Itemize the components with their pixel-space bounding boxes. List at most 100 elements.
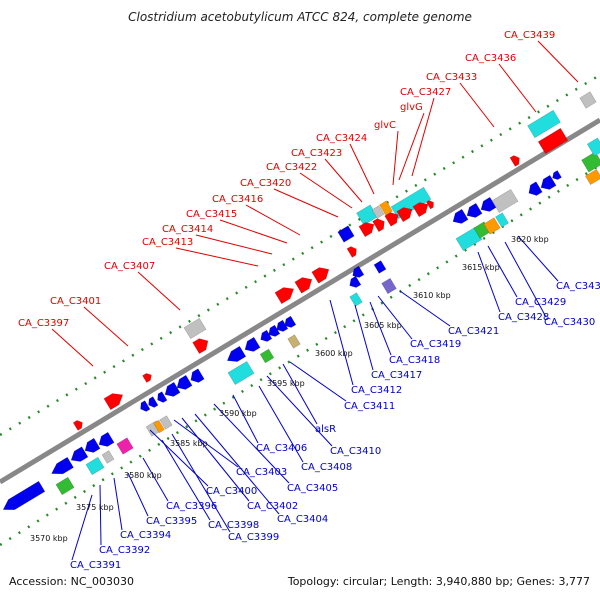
label-leader [377, 295, 413, 340]
forward-gene-label: CA_C3424 [316, 133, 367, 144]
forward-gene-label: CA_C3433 [426, 72, 477, 83]
reverse-gene-label: CA_C3412 [351, 385, 402, 396]
gene-feature [55, 476, 75, 496]
gene-feature [349, 275, 362, 288]
label-leader [142, 457, 169, 502]
scale-ticks: 3570 kbp 3575 kbp 3580 kbp 3585 kbp 3590 kbp… [30, 235, 549, 543]
label-leader [354, 304, 374, 371]
gene-feature [159, 415, 173, 430]
gene-feature [72, 420, 83, 431]
label-leader [392, 130, 399, 186]
scale-tick: 3615 kbp [462, 263, 500, 272]
summary-text: Topology: circular; Length: 3,940,880 bp… [287, 575, 590, 588]
label-leader [411, 97, 435, 177]
label-leader [399, 290, 451, 327]
label-leader [245, 204, 301, 236]
label-leader [487, 245, 518, 298]
accession-text: Accession: NC_003030 [9, 575, 135, 588]
gene-features [2, 91, 600, 511]
gene-feature [581, 151, 600, 173]
gene-feature [164, 381, 181, 397]
gene-feature [103, 393, 124, 411]
gene-feature [284, 315, 297, 328]
gene-feature [2, 480, 46, 511]
reverse-gene-label: CA_C3405 [287, 483, 338, 494]
reverse-gene-label: CA_C3411 [344, 401, 395, 412]
label-leader [127, 472, 149, 517]
forward-gene-label: glvC [374, 120, 396, 131]
scale-tick: 3605 kbp [364, 321, 402, 330]
label-leader [71, 494, 93, 561]
gene-feature [148, 396, 159, 408]
label-leader [477, 251, 501, 313]
gene-feature [176, 374, 193, 390]
label-leader [173, 419, 239, 468]
reverse-gene-label: alsR [315, 424, 336, 435]
reverse-gene-label: CA_C3429 [515, 297, 566, 308]
label-leader [113, 477, 123, 531]
scale-tick: 3620 kbp [511, 235, 549, 244]
forward-gene-labels: CA_C3397 CA_C3401 CA_C3407 CA_C3413 CA_C3414… [18, 30, 555, 329]
reverse-gene-label: CA_C3403 [236, 467, 287, 478]
scale-tick: 3575 kbp [76, 503, 114, 512]
gene-feature [140, 400, 151, 412]
forward-gene-label: CA_C3420 [240, 178, 291, 189]
gene-feature [537, 127, 569, 155]
gene-feature [528, 181, 543, 196]
gene-feature [384, 212, 399, 227]
reverse-gene-label: CA_C3395 [146, 516, 197, 527]
label-leader [219, 219, 288, 244]
forward-gene-label: CA_C3397 [18, 318, 69, 329]
label-leaders [51, 40, 579, 561]
gene-feature [552, 170, 562, 180]
gene-feature [227, 360, 255, 386]
label-leader [266, 375, 333, 447]
reverse-gene-label: CA_C3396 [166, 501, 217, 512]
label-leader [324, 158, 363, 203]
gene-feature [379, 200, 393, 216]
gene-feature [259, 348, 275, 364]
forward-gene-label: CA_C3416 [212, 194, 263, 205]
forward-gene-label: CA_C3415 [186, 209, 237, 220]
gene-feature [98, 431, 115, 447]
gene-feature [358, 222, 375, 238]
reverse-gene-label: CA_C3394 [120, 530, 171, 541]
label-leader [273, 188, 339, 218]
label-leader [161, 439, 211, 521]
gene-feature [426, 200, 434, 210]
gene-feature [381, 277, 397, 295]
label-leader [504, 241, 547, 318]
gene-feature [346, 246, 357, 258]
label-leader [137, 271, 181, 311]
forward-gene-label: CA_C3407 [104, 261, 155, 272]
reverse-gene-label: CA_C3428 [498, 312, 549, 323]
reverse-gene-label: CA_C3419 [410, 339, 461, 350]
reverse-gene-label: CA_C3430 [544, 317, 595, 328]
label-leader [51, 328, 94, 367]
upper-range-line [0, 73, 600, 437]
label-leader [181, 417, 250, 502]
scale-tick: 3580 kbp [124, 471, 162, 480]
label-leader [194, 413, 280, 515]
forward-gene-label: CA_C3427 [400, 87, 451, 98]
gene-feature [101, 450, 115, 464]
label-leader [329, 299, 354, 386]
label-leader [349, 143, 375, 195]
gene-feature [157, 391, 168, 403]
gene-feature [190, 368, 205, 383]
gene-feature [586, 137, 600, 157]
gene-feature [509, 155, 520, 167]
gene-feature [274, 287, 295, 305]
gene-feature [483, 217, 501, 235]
reverse-gene-label: CA_C3391 [70, 560, 121, 571]
gene-feature [287, 334, 301, 349]
scale-tick: 3600 kbp [315, 349, 353, 358]
gene-feature [455, 226, 483, 252]
reverse-gene-label: CA_C3400 [206, 486, 257, 497]
label-leader [175, 247, 259, 267]
label-leader [213, 403, 290, 484]
reverse-gene-label: CA_C3399 [228, 532, 279, 543]
gene-feature [491, 188, 519, 214]
gene-feature [244, 336, 261, 352]
